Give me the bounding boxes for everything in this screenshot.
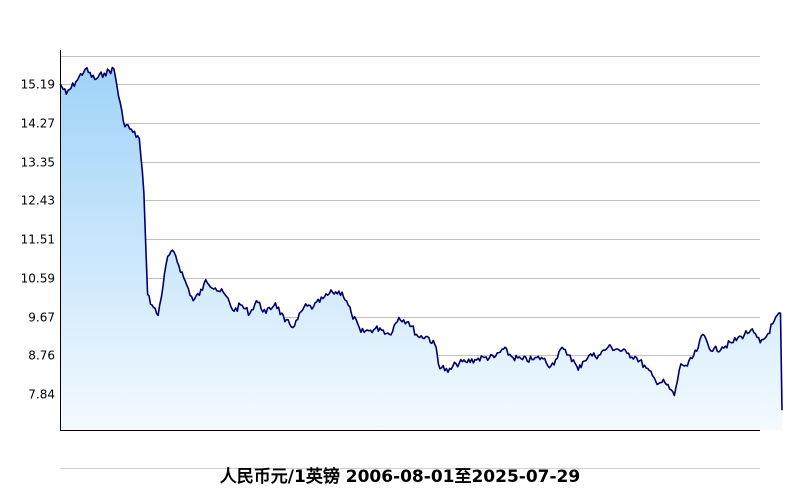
y-tick-label: 11.51 — [21, 233, 55, 247]
y-axis-tick-labels: 7.84 8.76 9.67 10.59 11.51 12.43 13.35 14.27 15.… — [21, 78, 55, 402]
y-tick-label: 12.43 — [21, 194, 55, 208]
y-tick-label: 8.76 — [28, 349, 55, 363]
series-area-fill — [60, 67, 782, 430]
y-tick-label: 13.35 — [21, 156, 55, 170]
y-tick-label: 7.84 — [28, 388, 55, 402]
y-tick-label: 15.19 — [21, 78, 55, 92]
y-tick-label: 9.67 — [28, 311, 55, 325]
y-tick-label: 10.59 — [21, 272, 55, 286]
series-line — [59, 66, 783, 411]
footer-divider — [60, 468, 760, 469]
y-tick-label: 14.27 — [21, 117, 55, 131]
chart-title: 人民币元/1英镑 2006-08-01至2025-07-29 — [219, 467, 581, 487]
